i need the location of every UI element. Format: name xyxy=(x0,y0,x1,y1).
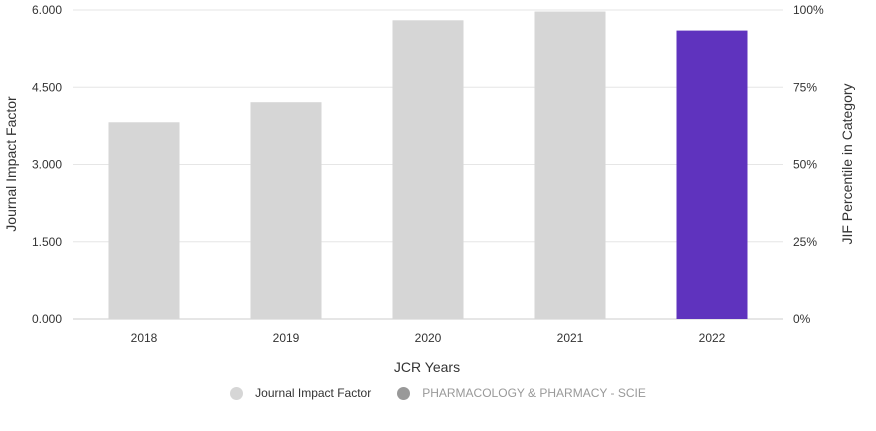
y2-tick-label: 75% xyxy=(793,80,817,94)
legend-label: PHARMACOLOGY & PHARMACY - SCIE xyxy=(422,386,646,400)
legend: Journal Impact Factor PHARMACOLOGY & PHA… xyxy=(0,386,876,400)
legend-item-journal-impact-factor[interactable]: Journal Impact Factor xyxy=(230,386,371,400)
y2-tick-label: 25% xyxy=(793,235,817,249)
x-tick-label: 2019 xyxy=(273,331,300,345)
y2-tick-label: 0% xyxy=(793,312,811,326)
y-tick-label: 0.000 xyxy=(32,312,62,326)
y2-tick-label: 100% xyxy=(793,3,824,17)
legend-label: Journal Impact Factor xyxy=(255,386,372,400)
x-tick-label: 2022 xyxy=(699,331,726,345)
y-tick-label: 4.500 xyxy=(32,80,62,94)
y-tick-label: 3.000 xyxy=(32,158,62,172)
y2-tick-label: 50% xyxy=(793,158,817,172)
bar-2022[interactable] xyxy=(676,30,748,319)
y2-axis-ticks: 0% 25% 50% 75% 100% xyxy=(793,3,824,326)
y-axis-ticks: 0.000 1.500 3.000 4.500 6.000 xyxy=(32,3,62,326)
legend-dot xyxy=(397,386,411,400)
y2-axis-title: JIF Percentile in Category xyxy=(839,83,855,244)
bar-2020[interactable] xyxy=(392,20,464,320)
bar-2021[interactable] xyxy=(534,11,606,319)
legend-item-category[interactable]: PHARMACOLOGY & PHARMACY - SCIE xyxy=(397,386,646,400)
bar-2019[interactable] xyxy=(250,102,322,319)
x-axis-ticks: 2018 2019 2020 2021 2022 xyxy=(131,331,726,345)
x-axis-title: JCR Years xyxy=(394,359,460,375)
bar-2018[interactable] xyxy=(108,122,180,320)
x-tick-label: 2020 xyxy=(415,331,442,345)
y-tick-label: 6.000 xyxy=(32,3,62,17)
legend-dot xyxy=(230,386,244,400)
x-tick-label: 2021 xyxy=(557,331,584,345)
y-tick-label: 1.500 xyxy=(32,235,62,249)
y-axis-title: Journal Impact Factor xyxy=(3,96,19,232)
x-tick-label: 2018 xyxy=(131,331,158,345)
bars xyxy=(108,11,748,320)
